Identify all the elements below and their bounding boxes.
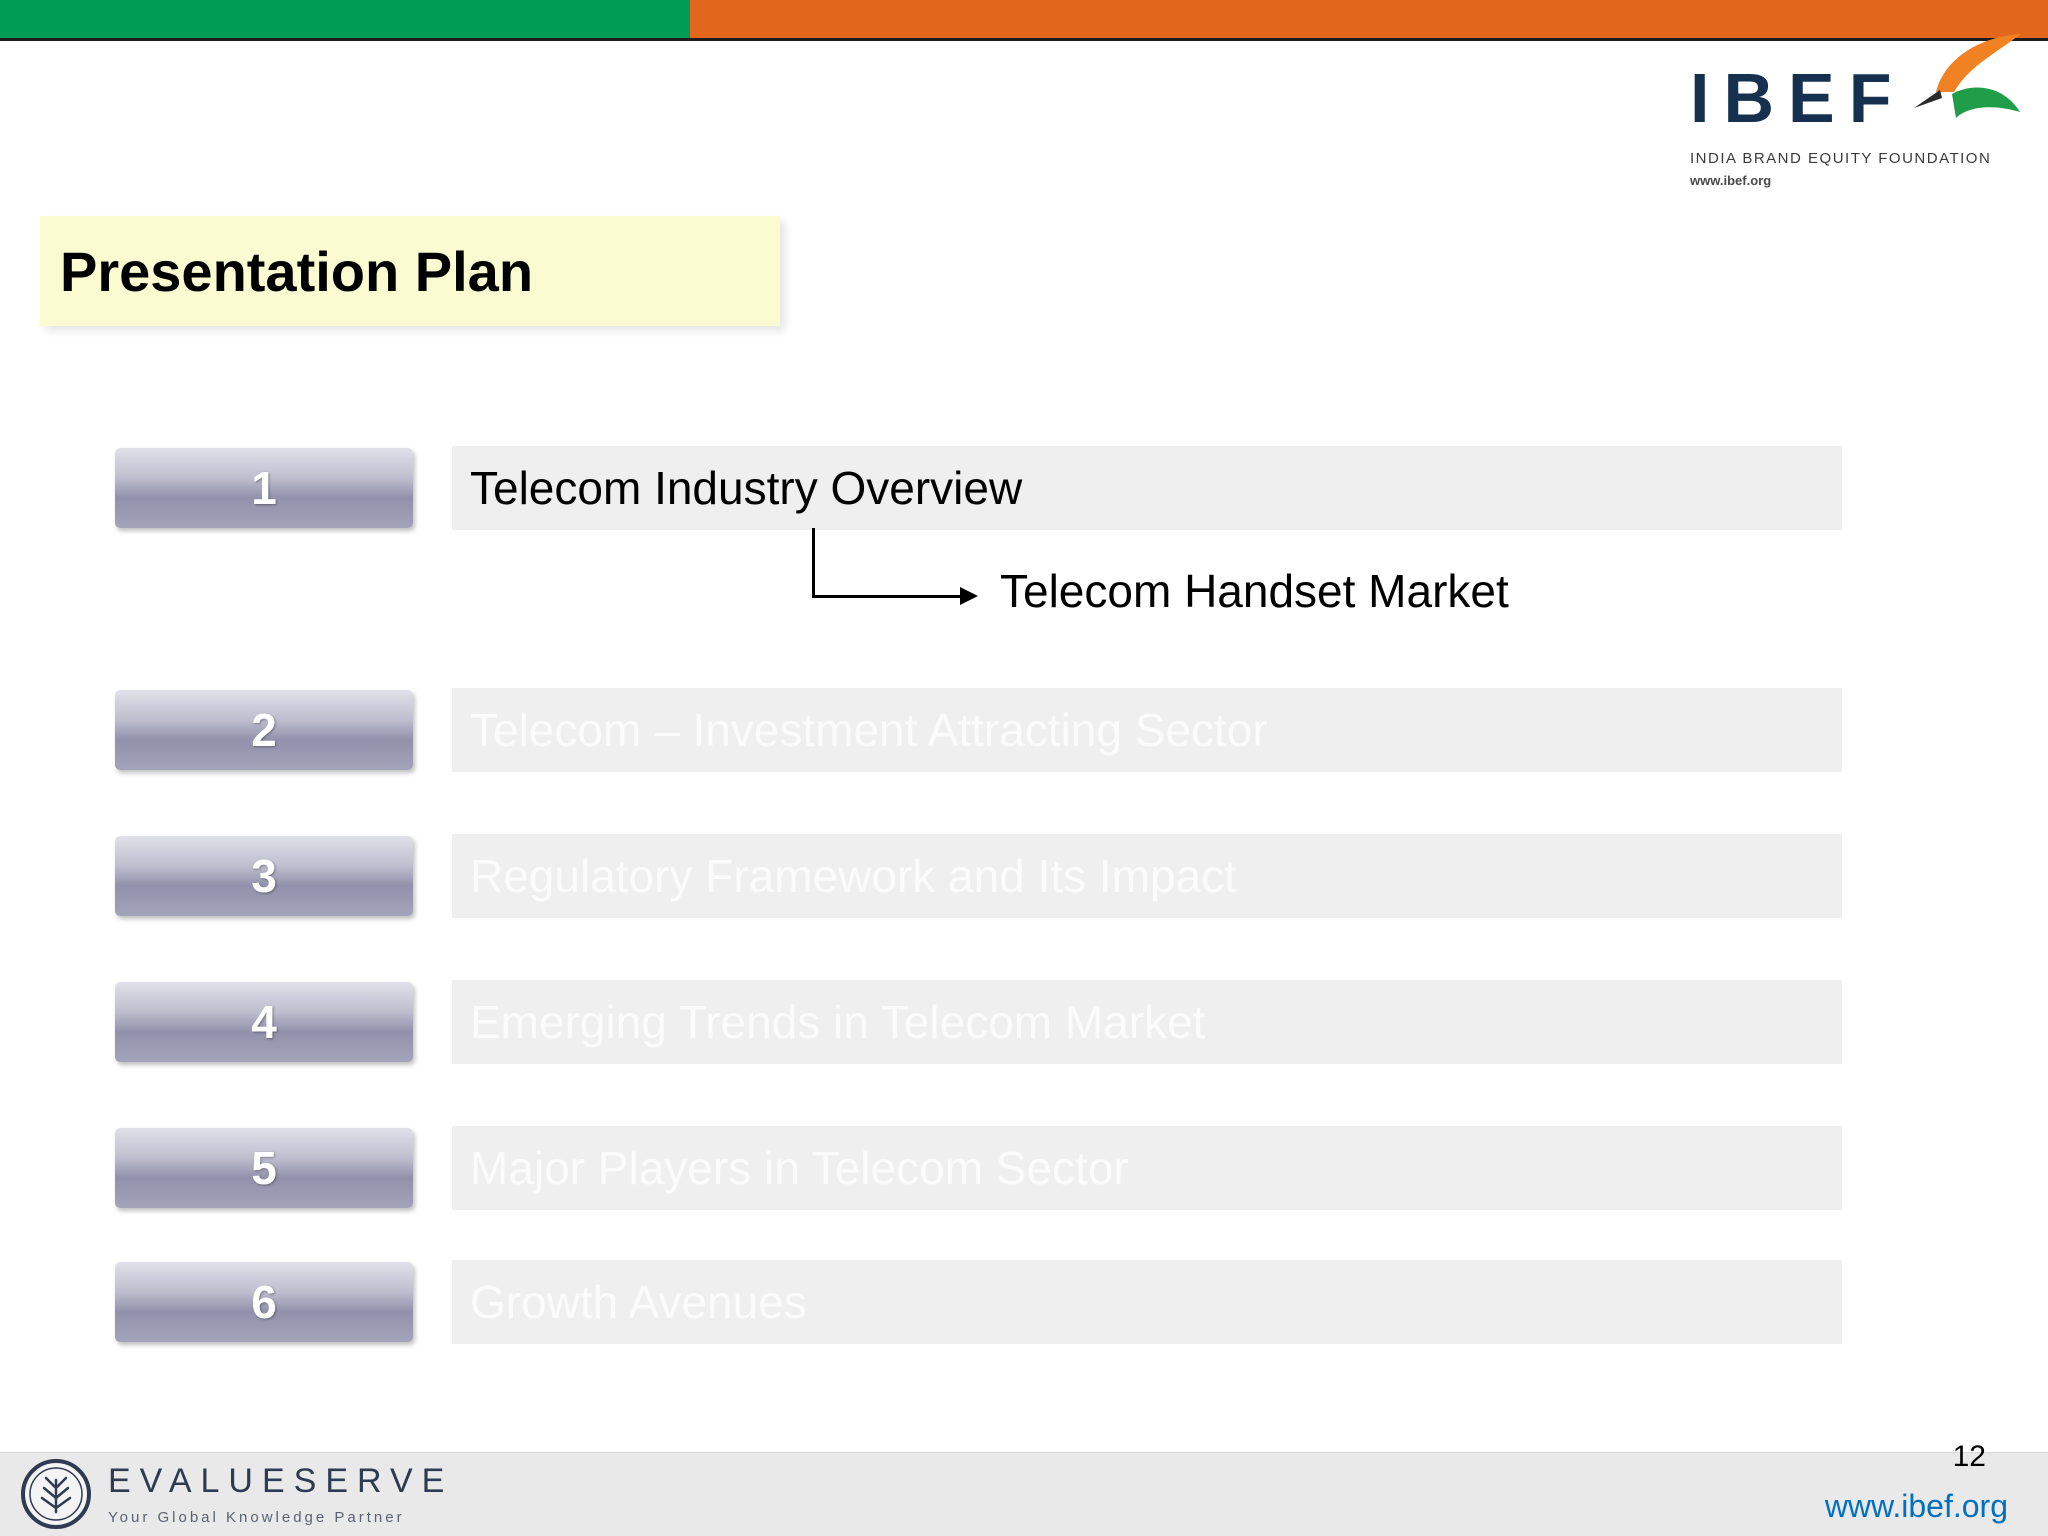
agenda-pill-6: 6: [115, 1262, 413, 1342]
evalueserve-logo: EVALUESERVE Your Global Knowledge Partne…: [20, 1458, 453, 1530]
agenda-row-2: Telecom – Investment Attracting Sector: [452, 688, 1842, 772]
ibef-website-link[interactable]: www.ibef.org: [1824, 1488, 2008, 1524]
agenda-number-2: 2: [251, 704, 277, 756]
slide-title: Presentation Plan: [60, 239, 534, 303]
agenda-pill-2: 2: [115, 690, 413, 770]
agenda-row-4: Emerging Trends in Telecom Market: [452, 980, 1842, 1064]
top-banner: [0, 0, 2048, 38]
callout-text: Telecom Handset Market: [1000, 565, 1509, 617]
agenda-pill-5: 5: [115, 1128, 413, 1208]
ibef-logo: IBEF INDIA BRAND EQUITY FOUNDATION www.i…: [1690, 34, 2021, 188]
agenda-label-6: Growth Avenues: [470, 1276, 807, 1328]
evalueserve-emblem-icon: [21, 1459, 91, 1529]
agenda-number-4: 4: [251, 996, 277, 1048]
footer-bar: [0, 1452, 2048, 1536]
agenda-pill-3: 3: [115, 836, 413, 916]
page-number: 12: [1952, 1440, 1986, 1473]
evalueserve-logo-text: EVALUESERVE: [108, 1462, 454, 1500]
ibef-logo-url: www.ibef.org: [1690, 173, 1772, 188]
agenda-number-5: 5: [251, 1142, 277, 1194]
ibef-logo-text: IBEF: [1690, 59, 1906, 137]
agenda-row-6: Growth Avenues: [452, 1260, 1842, 1344]
banner-divider-line: [0, 38, 2048, 41]
callout-arrow-connector: [812, 528, 978, 605]
agenda-label-4: Emerging Trends in Telecom Market: [470, 996, 1206, 1048]
agenda-label-5: Major Players in Telecom Sector: [470, 1142, 1129, 1194]
evalueserve-tagline: Your Global Knowledge Partner: [108, 1509, 405, 1526]
slide-title-box: Presentation Plan: [40, 216, 780, 326]
ibef-logo-subtitle: INDIA BRAND EQUITY FOUNDATION: [1690, 150, 1992, 167]
ibef-bird-icon: [1914, 34, 2021, 118]
banner-green-segment: [0, 0, 690, 38]
agenda-pill-4: 4: [115, 982, 413, 1062]
agenda-label-3: Regulatory Framework and Its Impact: [470, 850, 1237, 902]
agenda-label-1: Telecom Industry Overview: [470, 462, 1023, 514]
agenda-pill-1: 1: [115, 448, 413, 528]
agenda-row-5: Major Players in Telecom Sector: [452, 1126, 1842, 1210]
agenda-row-1: Telecom Industry Overview: [452, 446, 1842, 530]
agenda-number-3: 3: [251, 850, 277, 902]
banner-orange-segment: [690, 0, 2048, 38]
agenda-label-2: Telecom – Investment Attracting Sector: [470, 704, 1268, 756]
agenda-row-3: Regulatory Framework and Its Impact: [452, 834, 1842, 918]
agenda-number-6: 6: [251, 1276, 277, 1328]
agenda-number-1: 1: [251, 462, 277, 514]
